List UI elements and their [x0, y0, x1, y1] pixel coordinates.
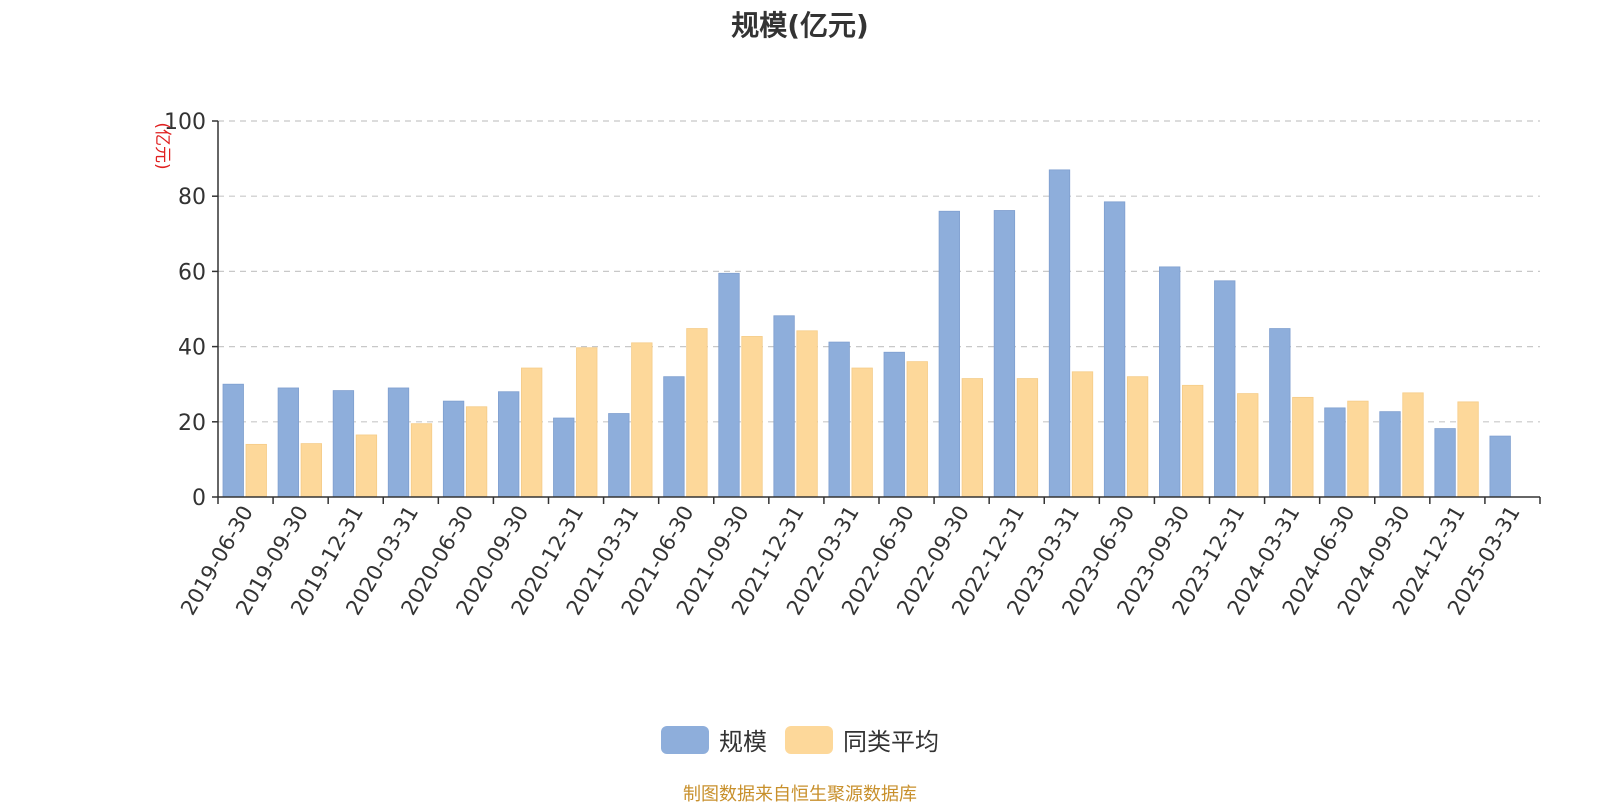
bar-scale[interactable] [993, 210, 1016, 498]
axes [212, 120, 1541, 504]
bar-peer-average[interactable] [1237, 393, 1259, 498]
bar-peer-average[interactable] [521, 367, 543, 498]
bar-peer-average[interactable] [1182, 384, 1204, 498]
bar-peer-average[interactable] [961, 378, 983, 498]
bar-peer-average[interactable] [1292, 396, 1314, 498]
bar-peer-average[interactable] [1402, 392, 1424, 498]
y-tick-label: 60 [178, 260, 206, 285]
bar-peer-average[interactable] [741, 336, 763, 498]
source-note: 制图数据来自恒生聚源数据库 [683, 784, 917, 805]
bar-peer-average[interactable] [1347, 400, 1369, 498]
gridlines [218, 120, 1540, 423]
bar-scale[interactable] [883, 351, 905, 498]
bar-peer-average[interactable] [1457, 401, 1479, 498]
bar-scale[interactable] [1048, 169, 1071, 498]
bar-peer-average[interactable] [906, 361, 928, 498]
bar-scale[interactable] [828, 341, 850, 498]
bar-peer-average[interactable] [355, 434, 378, 498]
bar-scale[interactable] [1103, 201, 1126, 498]
legend: 规模 同类平均 [0, 722, 1600, 757]
bar-peer-average[interactable] [1071, 371, 1094, 498]
y-tick-label: 40 [178, 336, 206, 361]
legend-label-scale: 规模 [719, 728, 767, 756]
bar-scale[interactable] [938, 210, 960, 498]
bar-scale[interactable] [553, 417, 575, 498]
bar-peer-average[interactable] [631, 342, 653, 498]
y-tick-label: 20 [178, 411, 206, 436]
bar-peer-average[interactable] [410, 423, 433, 498]
bar-scale[interactable] [663, 376, 685, 498]
bar-peer-average[interactable] [245, 443, 267, 498]
bar-peer-average[interactable] [465, 406, 488, 498]
legend-item-peer-average[interactable]: 同类平均 [785, 722, 939, 757]
bar-peer-average[interactable] [1126, 376, 1149, 498]
bar-scale[interactable] [277, 387, 299, 498]
bars [222, 169, 1511, 498]
bar-scale[interactable] [498, 391, 520, 498]
legend-swatch-peer-average [785, 725, 833, 754]
bar-scale[interactable] [773, 315, 795, 498]
bar-scale[interactable] [1379, 411, 1401, 498]
bar-scale[interactable] [718, 272, 740, 498]
bar-peer-average[interactable] [851, 367, 873, 498]
bar-scale[interactable] [1159, 266, 1181, 498]
bar-scale[interactable] [222, 383, 244, 498]
legend-item-scale[interactable]: 规模 [661, 722, 767, 757]
chart-title: 规模(亿元) [731, 9, 869, 42]
bar-peer-average[interactable] [300, 443, 322, 498]
bar-peer-average[interactable] [796, 330, 818, 498]
bar-peer-average[interactable] [1016, 378, 1039, 498]
bar-scale[interactable] [1489, 435, 1511, 498]
bar-scale[interactable] [387, 387, 410, 498]
bar-scale[interactable] [1214, 280, 1236, 498]
y-tick-label: 100 [164, 110, 206, 135]
y-tick-label: 0 [192, 486, 206, 511]
bar-scale[interactable] [1269, 328, 1291, 498]
y-axis-unit-label: (亿元) [152, 122, 172, 169]
y-tick-label: 80 [178, 185, 206, 210]
bar-scale[interactable] [332, 390, 355, 498]
legend-swatch-scale [661, 725, 709, 754]
bar-scale[interactable] [442, 400, 465, 498]
legend-label-peer-average: 同类平均 [843, 728, 939, 756]
bar-scale[interactable] [1324, 407, 1346, 498]
bar-peer-average[interactable] [576, 347, 598, 498]
bar-scale[interactable] [1434, 428, 1456, 498]
bar-peer-average[interactable] [686, 328, 708, 498]
bar-scale[interactable] [608, 413, 630, 498]
